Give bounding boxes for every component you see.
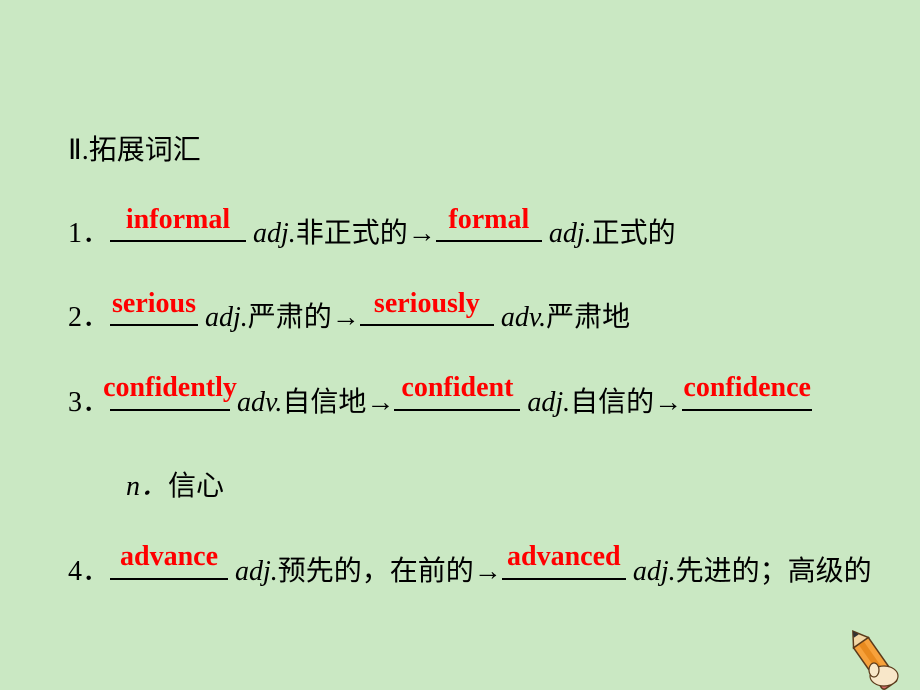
fill-blank: confident	[394, 409, 520, 411]
definition-text: 正式的	[592, 218, 676, 249]
definition-text: 预先的，在前的→	[278, 556, 502, 587]
fill-blank: formal	[436, 240, 542, 242]
part-of-speech: adv.	[237, 387, 282, 418]
fill-blank: advanced	[502, 578, 626, 580]
answer-text: formal	[448, 202, 529, 238]
content-area: Ⅱ.拓展词汇 1．informal adj.非正式的→formal adj.正式…	[68, 128, 868, 638]
answer-text: seriously	[374, 286, 480, 322]
part-of-speech: adj.	[633, 556, 676, 587]
item-number: 4．	[68, 556, 110, 587]
fill-blank: seriously	[360, 324, 494, 326]
definition-text: 自信的→	[570, 387, 682, 418]
item-number: 1．	[68, 218, 110, 249]
fill-blank: advance	[110, 578, 228, 580]
answer-text: advanced	[507, 539, 621, 575]
answer-text: informal	[126, 202, 230, 238]
continuation-line: n．信心	[126, 469, 868, 505]
item-number: 2．	[68, 302, 110, 333]
definition-text: 非正式的→	[296, 218, 436, 249]
part-of-speech: adj.	[549, 218, 592, 249]
vocab-line: 3．confidently adv.自信地→confident adj.自信的→…	[68, 385, 868, 421]
fill-blank: confidence	[682, 409, 812, 411]
vocab-line: 1．informal adj.非正式的→formal adj.正式的	[68, 216, 868, 252]
answer-text: confidence	[683, 370, 811, 406]
part-of-speech: n．	[126, 471, 168, 502]
vocab-line: 4．advance adj.预先的，在前的→advanced adj.先进的；高…	[68, 554, 868, 590]
answer-text: confidently	[103, 370, 237, 406]
answer-text: serious	[112, 286, 196, 322]
definition-text: 严肃的→	[248, 302, 360, 333]
items-container: 1．informal adj.非正式的→formal adj.正式的2．seri…	[68, 216, 868, 590]
part-of-speech: adj.	[527, 387, 570, 418]
definition-text: 严肃地	[546, 302, 630, 333]
definition-text: 信心	[168, 471, 224, 502]
part-of-speech: adj.	[253, 218, 296, 249]
definition-text: 自信地→	[282, 387, 394, 418]
part-of-speech: adj.	[205, 302, 248, 333]
answer-text: confident	[401, 370, 513, 406]
pencil-icon	[840, 620, 920, 690]
fill-blank: confidently	[110, 409, 230, 411]
part-of-speech: adj.	[235, 556, 278, 587]
part-of-speech: adv.	[501, 302, 546, 333]
definition-text: 先进的；高级的	[676, 556, 872, 587]
fill-blank: serious	[110, 324, 198, 326]
fill-blank: informal	[110, 240, 246, 242]
section-title: Ⅱ.拓展词汇	[68, 128, 868, 168]
answer-text: advance	[120, 539, 218, 575]
vocab-line: 2．serious adj.严肃的→seriously adv.严肃地	[68, 300, 868, 336]
